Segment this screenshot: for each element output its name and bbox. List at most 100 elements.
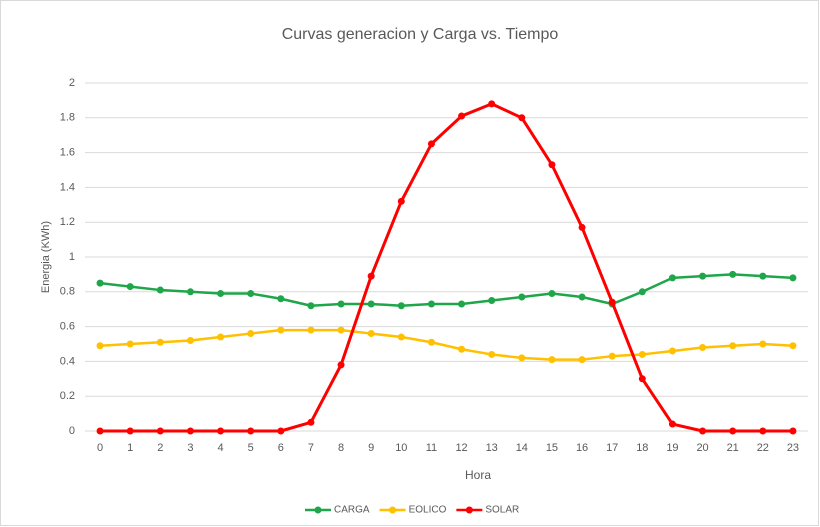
x-tick-label: 20 xyxy=(696,442,708,454)
y-tick-label: 0.2 xyxy=(60,390,75,402)
data-point xyxy=(337,326,345,334)
x-tick-label: 7 xyxy=(308,442,314,454)
data-point xyxy=(126,283,134,291)
data-point xyxy=(729,270,737,278)
data-point xyxy=(96,427,104,435)
x-tick-label: 11 xyxy=(426,442,437,454)
data-point xyxy=(789,342,797,350)
data-point xyxy=(548,161,556,169)
data-point xyxy=(247,427,255,435)
data-point xyxy=(186,288,194,296)
data-point xyxy=(367,330,375,338)
data-point xyxy=(397,333,405,341)
y-tick-label: 1 xyxy=(69,251,75,263)
x-tick-label: 1 xyxy=(127,442,133,454)
data-point xyxy=(337,361,345,369)
x-tick-label: 14 xyxy=(516,442,528,454)
data-point xyxy=(367,300,375,308)
legend-marker xyxy=(389,506,397,514)
legend-label: CARGA xyxy=(334,505,370,516)
data-point xyxy=(427,338,435,346)
data-point xyxy=(126,427,134,435)
data-point xyxy=(217,427,225,435)
data-point xyxy=(458,345,466,353)
legend-label: SOLAR xyxy=(485,505,519,516)
y-tick-label: 0.8 xyxy=(60,286,75,298)
data-point xyxy=(488,100,496,108)
y-tick-label: 0.6 xyxy=(60,321,75,333)
data-point xyxy=(518,293,526,301)
y-tick-label: 1.2 xyxy=(60,216,75,228)
y-tick-label: 0.4 xyxy=(60,355,75,367)
y-tick-label: 1.6 xyxy=(60,147,75,159)
data-point xyxy=(427,300,435,308)
x-tick-label: 5 xyxy=(248,442,254,454)
data-point xyxy=(277,427,285,435)
y-tick-label: 2 xyxy=(69,77,75,89)
x-tick-label: 2 xyxy=(157,442,163,454)
x-tick-label: 22 xyxy=(757,442,769,454)
x-tick-label: 0 xyxy=(97,442,103,454)
y-tick-label: 1.8 xyxy=(60,112,75,124)
legend-label: EOLICO xyxy=(409,505,447,516)
x-tick-label: 6 xyxy=(278,442,284,454)
x-tick-label: 12 xyxy=(455,442,467,454)
x-tick-label: 18 xyxy=(636,442,648,454)
data-point xyxy=(186,427,194,435)
data-point xyxy=(668,347,676,355)
data-point xyxy=(247,330,255,338)
data-point xyxy=(638,288,646,296)
data-point xyxy=(458,112,466,120)
data-point xyxy=(759,272,767,280)
x-tick-label: 21 xyxy=(727,442,739,454)
data-point xyxy=(729,427,737,435)
chart-title: Curvas generacion y Carga vs. Tiempo xyxy=(282,26,559,43)
data-point xyxy=(699,343,707,351)
y-tick-label: 0 xyxy=(69,425,75,437)
data-point xyxy=(156,427,164,435)
data-point xyxy=(217,290,225,298)
data-point xyxy=(729,342,737,350)
data-point xyxy=(186,337,194,345)
x-tick-label: 19 xyxy=(666,442,678,454)
data-point xyxy=(337,300,345,308)
x-tick-label: 16 xyxy=(576,442,588,454)
data-point xyxy=(488,297,496,304)
data-point xyxy=(307,302,315,310)
data-point xyxy=(277,295,285,303)
x-tick-label: 13 xyxy=(486,442,498,454)
x-axis-label: Hora xyxy=(465,468,491,482)
data-point xyxy=(96,342,104,350)
x-tick-label: 23 xyxy=(787,442,799,454)
data-point xyxy=(156,338,164,346)
data-point xyxy=(307,326,315,334)
x-tick-label: 3 xyxy=(187,442,193,454)
x-tick-label: 9 xyxy=(368,442,374,454)
data-point xyxy=(699,272,707,280)
data-point xyxy=(759,340,767,348)
data-point xyxy=(427,140,435,148)
data-point xyxy=(397,197,405,205)
data-point xyxy=(608,298,616,306)
data-point xyxy=(759,427,767,435)
data-point xyxy=(96,279,104,287)
data-point xyxy=(668,420,676,428)
legend-marker xyxy=(465,506,473,514)
data-point xyxy=(789,274,797,282)
data-point xyxy=(458,300,466,308)
data-point xyxy=(638,350,646,358)
data-point xyxy=(699,427,707,435)
x-tick-label: 15 xyxy=(546,442,558,454)
data-point xyxy=(578,223,586,231)
x-tick-label: 4 xyxy=(218,442,224,454)
data-point xyxy=(578,293,586,301)
data-point xyxy=(277,326,285,334)
x-tick-label: 10 xyxy=(395,442,407,454)
data-point xyxy=(548,356,556,364)
data-point xyxy=(307,418,315,426)
data-point xyxy=(488,350,496,358)
data-point xyxy=(608,352,616,360)
data-point xyxy=(638,375,646,383)
data-point xyxy=(518,114,526,122)
